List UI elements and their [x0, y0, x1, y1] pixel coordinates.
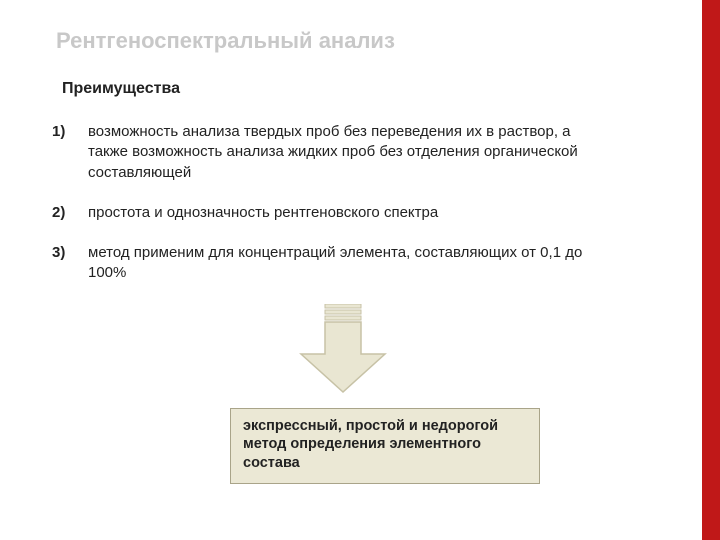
- down-arrow-icon: [295, 304, 391, 394]
- list-item: метод применим для концентраций элемента…: [44, 243, 600, 284]
- slide-subtitle: Преимущества: [62, 80, 660, 98]
- list-item: возможность анализа твердых проб без пер…: [44, 122, 600, 183]
- slide-content: Рентгеноспектральный анализ Преимущества…: [0, 0, 720, 504]
- callout-box: экспрессный, простой и недорогой метод о…: [230, 408, 540, 485]
- slide-title: Рентгеноспектральный анализ: [56, 28, 660, 54]
- list-item: простота и однозначность рентгеновского …: [44, 203, 600, 223]
- accent-bar: [702, 0, 720, 540]
- arrow-container: [40, 304, 660, 394]
- advantages-list: возможность анализа твердых проб без пер…: [44, 122, 660, 284]
